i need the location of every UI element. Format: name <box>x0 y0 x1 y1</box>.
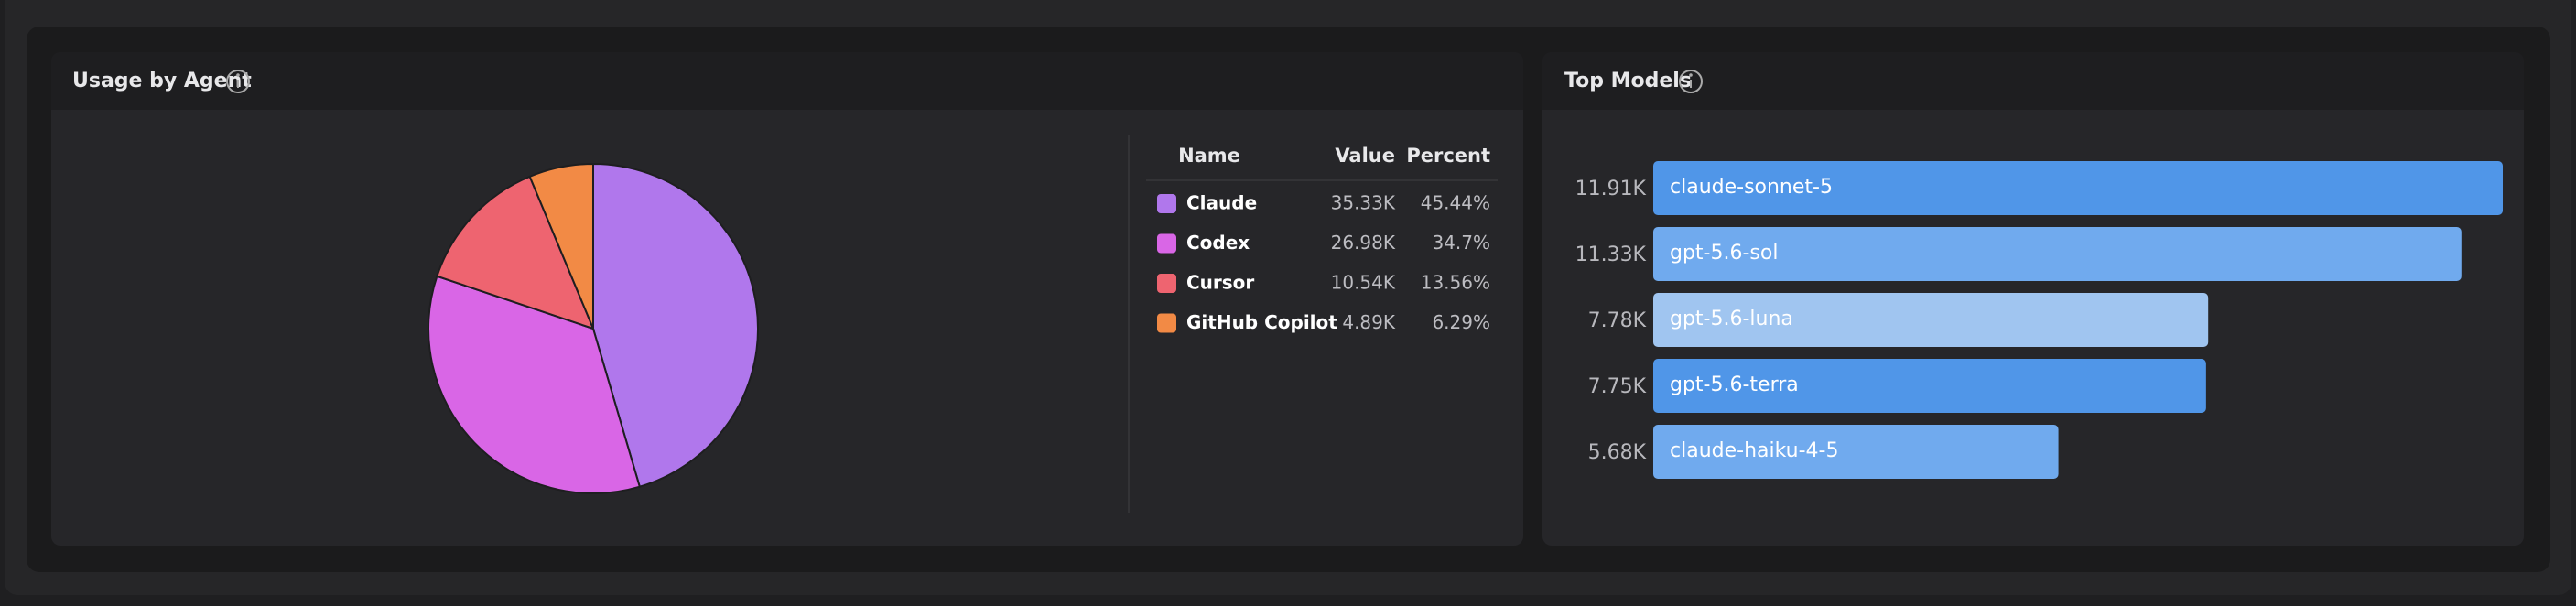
legend-name: Codex <box>1186 232 1250 254</box>
pie-slice <box>528 162 594 330</box>
card-title: Top Models <box>1564 70 1692 92</box>
bar <box>1653 425 2059 479</box>
value-label: 11.91K <box>1575 178 1647 200</box>
pie-slice <box>436 175 595 330</box>
bar-label: claude-haiku-4-5 <box>1670 439 1839 462</box>
value-cell: 26.98K <box>1331 232 1396 254</box>
value-label: 5.68K <box>1588 441 1647 464</box>
bar <box>1653 161 2503 215</box>
value-cell: 4.89K <box>1342 311 1396 333</box>
pie-slice <box>592 162 759 488</box>
bar-label: gpt-5.6-sol <box>1670 242 1778 265</box>
agent-card: Usage by Agent <box>51 52 1523 546</box>
table-header: Value <box>1335 145 1395 167</box>
value-label: 7.75K <box>1588 375 1647 398</box>
bar <box>1653 227 2462 281</box>
percent-cell: 6.29% <box>1432 311 1490 333</box>
bar <box>1653 293 2209 347</box>
card-body <box>51 52 1523 546</box>
bar-label: gpt-5.6-terra <box>1670 373 1799 396</box>
pie-slice <box>428 275 642 494</box>
bar-label: gpt-5.6-luna <box>1670 308 1793 330</box>
value-cell: 10.54K <box>1331 272 1396 294</box>
table-header: Name <box>1178 145 1240 167</box>
info-icon[interactable] <box>1679 70 1703 93</box>
legend-name: Cursor <box>1186 272 1254 294</box>
legend-swatch <box>1157 194 1176 213</box>
bar <box>1653 359 2206 413</box>
card-header <box>51 52 1523 110</box>
legend-swatch <box>1157 313 1176 333</box>
info-icon[interactable] <box>226 70 250 93</box>
value-label: 7.78K <box>1588 309 1647 332</box>
legend-name: Claude <box>1186 192 1257 214</box>
legend-swatch <box>1157 274 1176 293</box>
bar-label: claude-sonnet-5 <box>1670 176 1833 199</box>
table-header: Percent <box>1406 145 1490 167</box>
percent-cell: 34.7% <box>1432 232 1490 254</box>
percent-cell: 45.44% <box>1421 192 1490 214</box>
card-title: Usage by Agent <box>72 70 252 92</box>
value-label: 11.33K <box>1575 243 1647 266</box>
legend-swatch <box>1157 233 1176 254</box>
card-header <box>1542 52 2524 110</box>
legend-name: GitHub Copilot <box>1186 311 1337 333</box>
value-cell: 35.33K <box>1331 192 1396 214</box>
percent-cell: 13.56% <box>1421 272 1490 294</box>
